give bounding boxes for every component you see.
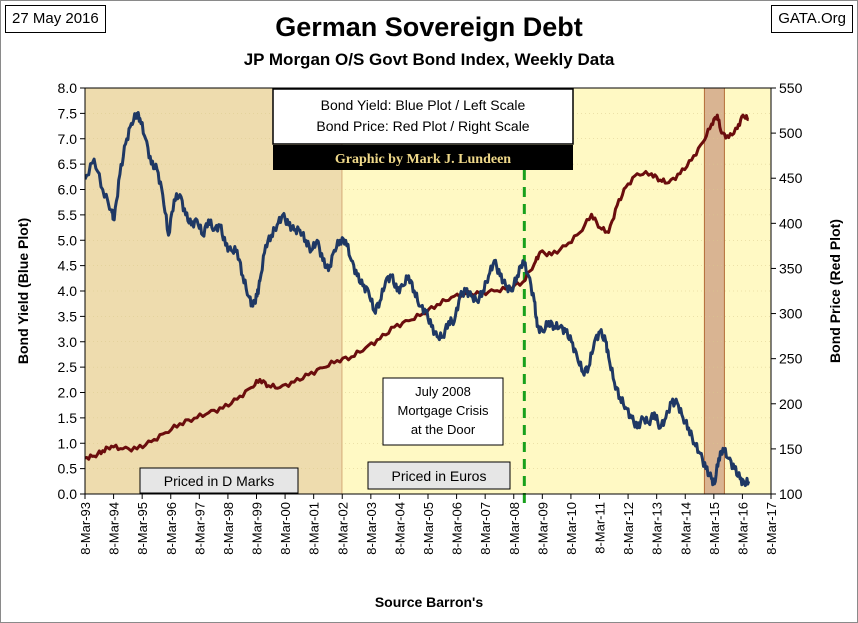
x-tick-label-22: 8-Mar-15	[707, 502, 722, 555]
chart-title: German Sovereign Debt	[275, 12, 583, 42]
legend-entry-yield: Bond Yield: Blue Plot / Left Scale	[321, 97, 526, 113]
right-tick-label-450: 450	[779, 170, 803, 186]
x-tick-label-20: 8-Mar-13	[650, 502, 665, 555]
x-tick-label-24: 8-Mar-17	[764, 502, 779, 555]
x-tick-label-23: 8-Mar-16	[735, 502, 750, 555]
left-tick-label-8.0: 8.0	[58, 80, 78, 96]
right-tick-label-150: 150	[779, 441, 803, 457]
x-tick-label-6: 8-Mar-99	[250, 502, 265, 555]
series-line-bond-yield	[85, 111, 751, 488]
right-tick-label-200: 200	[779, 396, 803, 412]
right-tick-label-300: 300	[779, 306, 803, 322]
date-label: 27 May 2016	[5, 5, 106, 33]
left-axis-label: Bond Yield (Blue Plot)	[15, 218, 31, 364]
right-tick-label-100: 100	[779, 486, 803, 502]
right-axis-label: Bond Price (Red Plot)	[827, 219, 843, 363]
x-tick-label-7: 8-Mar-00	[278, 502, 293, 555]
left-tick-label-0.5: 0.5	[58, 461, 78, 477]
left-tick-label-4.0: 4.0	[58, 283, 78, 299]
x-tick-label-4: 8-Mar-97	[192, 502, 207, 555]
crisis-annotation-line-3: at the Door	[411, 422, 476, 437]
x-tick-label-16: 8-Mar-09	[535, 502, 550, 555]
x-tick-label-8: 8-Mar-01	[307, 502, 322, 555]
x-tick-label-18: 8-Mar-11	[593, 502, 608, 554]
x-tick-label-9: 8-Mar-02	[335, 502, 350, 555]
left-tick-label-6.5: 6.5	[58, 156, 78, 172]
source-site-label: GATA.Org	[771, 5, 853, 33]
x-axis-label: Source Barron's	[375, 594, 484, 610]
right-tick-label-550: 550	[779, 80, 803, 96]
credit-banner	[273, 145, 573, 170]
x-tick-label-1: 8-Mar-94	[107, 502, 122, 555]
x-tick-label-21: 8-Mar-14	[678, 502, 693, 555]
right-axis-ticks: 100 150 200 250 300 350 400 450 500 550	[771, 80, 803, 502]
right-tick-label-350: 350	[779, 260, 803, 276]
x-tick-label-15: 8-Mar-08	[507, 502, 522, 555]
x-tick-label-12: 8-Mar-05	[421, 502, 436, 555]
x-tick-label-14: 8-Mar-07	[478, 502, 493, 555]
x-tick-label-11: 8-Mar-04	[392, 502, 407, 555]
left-tick-label-1.0: 1.0	[58, 435, 78, 451]
right-tick-label-400: 400	[779, 215, 803, 231]
left-tick-label-5.5: 5.5	[58, 207, 78, 223]
x-tick-label-17: 8-Mar-10	[564, 502, 579, 555]
dmark-region-label-box	[139, 467, 299, 494]
left-tick-label-4.5: 4.5	[58, 258, 78, 274]
right-tick-label-500: 500	[779, 125, 803, 141]
left-tick-label-1.5: 1.5	[58, 410, 78, 426]
credit-text: Graphic by Mark J. Lundeen	[335, 152, 511, 167]
left-tick-label-5.0: 5.0	[58, 232, 78, 248]
crisis-annotation-line-1: July 2008	[415, 384, 471, 399]
left-tick-label-3.0: 3.0	[58, 334, 78, 350]
x-tick-label-13: 8-Mar-06	[450, 502, 465, 555]
euro-region-label: Priced in Euros	[392, 468, 487, 484]
crisis-annotation-line-2: Mortgage Crisis	[397, 403, 489, 418]
chart-subtitle: JP Morgan O/S Govt Bond Index, Weekly Da…	[243, 50, 615, 69]
x-tick-label-10: 8-Mar-03	[364, 502, 379, 555]
left-axis-ticks: 0.0 0.5 1.0 1.5 2.0 2.5 3.0 3.5 4.0 4.5 5.0 5.5 6.0 6…	[58, 80, 85, 502]
x-tick-label-19: 8-Mar-12	[621, 502, 636, 555]
x-tick-label-2: 8-Mar-95	[135, 502, 150, 555]
left-tick-label-6.0: 6.0	[58, 182, 78, 198]
left-tick-label-2.0: 2.0	[58, 385, 78, 401]
x-tick-label-5: 8-Mar-98	[221, 502, 236, 555]
crisis-annotation-box	[382, 377, 504, 446]
left-tick-label-7.0: 7.0	[58, 131, 78, 147]
euro-region-label-box	[367, 461, 511, 490]
left-tick-label-0.0: 0.0	[58, 486, 78, 502]
left-tick-label-7.5: 7.5	[58, 105, 78, 121]
x-axis-ticks: 8-Mar-93 8-Mar-94 8-Mar-95 8-Mar-96 8-Mar-97…	[78, 494, 779, 555]
x-tick-label-0: 8-Mar-93	[78, 502, 93, 555]
left-tick-label-2.5: 2.5	[58, 359, 78, 375]
left-tick-label-3.5: 3.5	[58, 308, 78, 324]
dmark-region-label: Priced in D Marks	[164, 473, 274, 489]
right-tick-label-250: 250	[779, 351, 803, 367]
legend-entry-price: Bond Price: Red Plot / Right Scale	[316, 118, 529, 134]
x-tick-label-3: 8-Mar-96	[164, 502, 179, 555]
legend-box	[272, 88, 574, 145]
